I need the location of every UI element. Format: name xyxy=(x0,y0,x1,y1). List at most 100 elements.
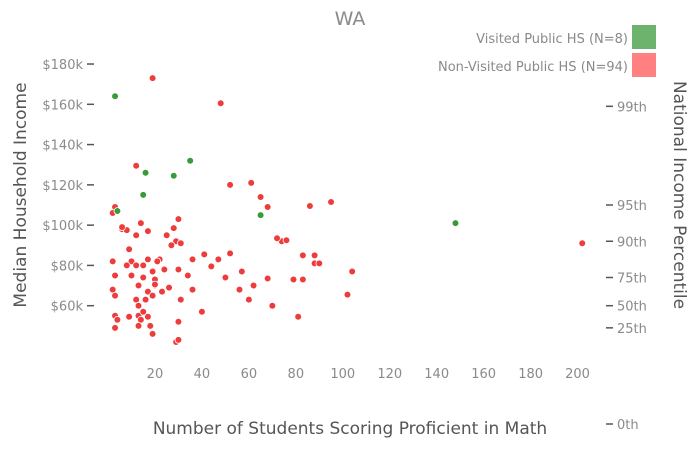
y-axis-title: Median Household Income xyxy=(11,82,31,307)
data-point-non-visited xyxy=(188,285,197,294)
data-point-non-visited xyxy=(315,259,324,268)
data-point-non-visited xyxy=(113,315,122,324)
legend-swatch-non-visited xyxy=(632,53,656,77)
data-point-non-visited xyxy=(578,239,587,248)
data-point-non-visited xyxy=(169,224,178,232)
data-point-non-visited xyxy=(139,261,148,270)
data-point-non-visited xyxy=(198,307,206,316)
data-point-visited xyxy=(111,92,119,101)
chart-title: WA xyxy=(335,8,366,30)
data-point-non-visited xyxy=(289,275,298,284)
data-point-non-visited xyxy=(134,281,143,290)
legend-label-non-visited: Non-Visited Public HS (N=94) xyxy=(438,60,628,75)
data-point-non-visited xyxy=(282,236,291,245)
x-tick-label: 60 xyxy=(241,367,258,382)
data-point-non-visited xyxy=(118,223,126,231)
y-tick-label: $120k xyxy=(42,179,83,194)
data-point-non-visited xyxy=(148,267,157,276)
y-tick-label: $180k xyxy=(42,58,83,73)
data-point-non-visited xyxy=(247,179,256,187)
x-tick-label: 80 xyxy=(288,367,305,382)
data-point-non-visited xyxy=(200,250,209,259)
legend-label-visited: Visited Public HS (N=8) xyxy=(476,32,628,47)
data-point-non-visited xyxy=(165,283,173,292)
x-tick-label: 200 xyxy=(565,367,590,382)
data-point-non-visited xyxy=(226,249,234,258)
y-tick-label: $160k xyxy=(42,98,83,113)
data-point-visited xyxy=(451,219,460,227)
data-point-visited xyxy=(141,168,150,177)
legend-swatch-visited xyxy=(632,25,656,49)
data-point-non-visited xyxy=(174,215,183,223)
data-point-non-visited xyxy=(263,274,272,283)
data-point-non-visited xyxy=(310,251,319,260)
data-point-non-visited xyxy=(176,239,185,248)
data-point-non-visited xyxy=(207,262,216,271)
data-point-non-visited xyxy=(306,202,314,210)
data-point-visited xyxy=(256,211,265,219)
data-point-visited xyxy=(113,207,122,215)
data-point-non-visited xyxy=(134,301,143,310)
data-point-non-visited xyxy=(235,285,244,294)
data-point-non-visited xyxy=(144,255,152,264)
data-point-non-visited xyxy=(127,271,136,280)
data-point-non-visited xyxy=(249,281,258,290)
y2-axis-ticks: 99th 95th 90th 75th 50th 25th 0th xyxy=(606,100,647,433)
y2-tick-label: 90th xyxy=(617,235,647,250)
data-point-non-visited xyxy=(134,322,143,330)
y-tick-label: $140k xyxy=(42,139,83,154)
x-axis-ticks: 20 40 60 80 100 120 140 160 180 200 xyxy=(147,367,590,382)
data-point-non-visited xyxy=(273,234,281,243)
data-point-non-visited xyxy=(139,273,148,282)
data-point-non-visited xyxy=(158,287,166,296)
data-point-non-visited xyxy=(108,257,117,266)
data-point-non-visited xyxy=(160,265,169,274)
data-points xyxy=(108,74,587,346)
x-axis-title: Number of Students Scoring Proficient in… xyxy=(153,419,547,439)
data-point-non-visited xyxy=(174,265,183,274)
data-point-non-visited xyxy=(343,290,352,299)
y2-tick-label: 0th xyxy=(617,418,639,433)
data-point-non-visited xyxy=(256,193,265,201)
x-tick-label: 140 xyxy=(424,367,449,382)
data-point-non-visited xyxy=(148,330,157,338)
data-point-non-visited xyxy=(111,271,119,280)
data-point-non-visited xyxy=(144,312,152,321)
data-point-non-visited xyxy=(144,227,152,235)
x-tick-label: 180 xyxy=(518,367,543,382)
x-tick-label: 40 xyxy=(194,367,211,382)
data-point-non-visited xyxy=(214,255,223,264)
data-point-non-visited xyxy=(148,74,157,82)
data-point-non-visited xyxy=(132,231,140,240)
y-tick-label: $80k xyxy=(51,259,84,274)
y2-tick-label: 25th xyxy=(617,322,647,337)
data-point-non-visited xyxy=(184,271,192,280)
data-point-non-visited xyxy=(327,198,335,206)
data-point-non-visited xyxy=(245,295,253,304)
legend: Visited Public HS (N=8) Non-Visited Publ… xyxy=(438,25,656,77)
data-point-non-visited xyxy=(348,267,356,276)
x-tick-label: 20 xyxy=(147,367,164,382)
data-point-visited xyxy=(186,156,194,165)
data-point-non-visited xyxy=(162,231,171,240)
data-point-non-visited xyxy=(268,301,277,310)
data-point-non-visited xyxy=(111,291,119,300)
y-axis-ticks: $60k $80k $100k $120k $140k $160k $180k xyxy=(42,58,94,315)
data-point-non-visited xyxy=(294,312,302,321)
data-point-non-visited xyxy=(174,336,183,344)
data-point-non-visited xyxy=(141,295,150,304)
data-point-non-visited xyxy=(263,203,272,211)
y2-tick-label: 99th xyxy=(617,100,647,115)
y2-tick-label: 75th xyxy=(617,272,647,287)
data-point-non-visited xyxy=(125,245,133,254)
data-point-non-visited xyxy=(174,318,183,326)
y-tick-label: $60k xyxy=(51,300,84,315)
data-point-non-visited xyxy=(111,324,119,332)
data-point-non-visited xyxy=(176,295,185,304)
data-point-non-visited xyxy=(132,261,140,270)
data-point-non-visited xyxy=(238,267,246,276)
data-point-non-visited xyxy=(137,219,145,227)
data-point-non-visited xyxy=(188,255,197,264)
data-point-non-visited xyxy=(151,280,159,289)
data-point-non-visited xyxy=(226,181,234,189)
